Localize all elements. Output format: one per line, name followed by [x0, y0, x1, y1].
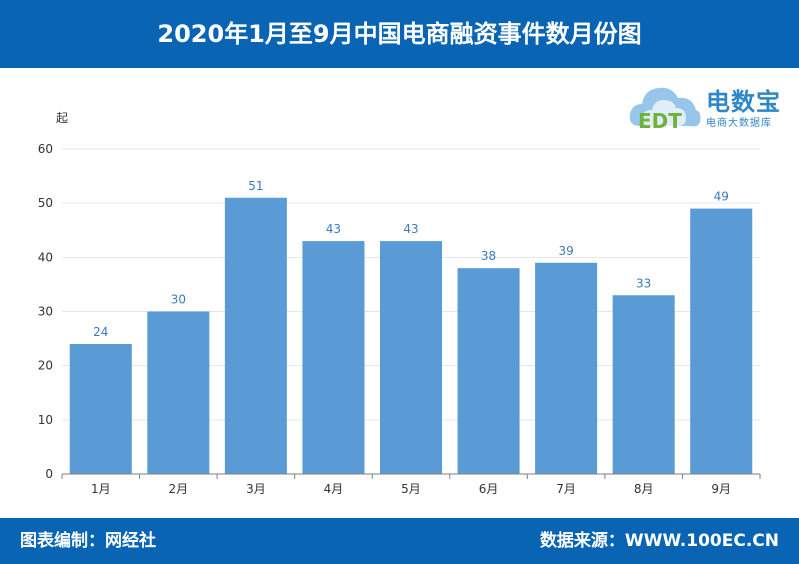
- data-label: 33: [636, 276, 651, 290]
- data-label: 51: [248, 179, 263, 193]
- x-tick-label: 5月: [401, 482, 421, 496]
- logo-subtitle: 电商大数据库: [706, 118, 772, 129]
- data-label: 39: [558, 244, 573, 258]
- bar-7: [535, 262, 598, 474]
- x-tick-label: 7月: [556, 482, 576, 496]
- bar-layer: 24 30 51 43 43 38 39 33 49: [69, 179, 753, 475]
- x-tick-label: 9月: [711, 482, 731, 496]
- y-tick-label: 30: [38, 305, 53, 319]
- chart-title: 2020年1月至9月中国电商融资事件数月份图: [157, 20, 642, 48]
- y-tick-label: 40: [38, 250, 53, 264]
- data-label: 30: [171, 293, 186, 307]
- chart-svg: 起 0 10 20 30 40 50 60 24 30 51 43 43 38 39 33 49 1月 2月 3…: [38, 111, 761, 496]
- data-label: 24: [93, 325, 108, 339]
- data-label: 43: [403, 222, 418, 236]
- bar-6: [457, 268, 520, 474]
- y-tick-label: 60: [38, 142, 53, 156]
- x-tick-label: 3月: [246, 482, 266, 496]
- logo-mark-text: EDT: [638, 109, 682, 133]
- bar-chart: 起 0 10 20 30 40 50 60 24 30 51 43 43 38 39 33 49 1月 2月 3…: [0, 68, 799, 518]
- bar-2: [147, 311, 210, 474]
- x-tick-label: 2月: [169, 482, 189, 496]
- y-tick-label: 0: [45, 467, 53, 481]
- logo-brand: 电数宝: [706, 88, 781, 116]
- header-bar: 2020年1月至9月中国电商融资事件数月份图: [0, 0, 799, 68]
- logo: EDT 电数宝 电商大数据库: [626, 76, 791, 134]
- footer-editor: 图表编制：网经社: [20, 531, 156, 551]
- bar-1: [69, 344, 132, 474]
- x-tick-label: 4月: [324, 482, 344, 496]
- bar-9: [690, 208, 753, 475]
- y-tick-label: 20: [38, 359, 53, 373]
- cloud-logo-icon: EDT: [629, 87, 701, 133]
- x-tick-label: 1月: [91, 482, 111, 496]
- axis-layer: 1月 2月 3月 4月 5月 6月 7月 8月 9月: [61, 473, 761, 496]
- data-label: 43: [326, 222, 341, 236]
- x-tick-label: 6月: [479, 482, 499, 496]
- bar-4: [302, 241, 365, 474]
- x-tick-label: 8月: [634, 482, 654, 496]
- footer-bar: 图表编制：网经社 数据来源：WWW.100EC.CN: [0, 518, 799, 564]
- y-axis-unit: 起: [56, 111, 68, 125]
- bar-5: [379, 241, 443, 474]
- data-label: 38: [481, 249, 496, 263]
- data-label: 49: [714, 190, 729, 204]
- footer-source: 数据来源：WWW.100EC.CN: [539, 531, 779, 551]
- bar-3: [224, 197, 287, 474]
- y-tick-label: 50: [38, 196, 53, 210]
- y-tick-label: 10: [38, 413, 53, 427]
- bar-8: [612, 295, 675, 474]
